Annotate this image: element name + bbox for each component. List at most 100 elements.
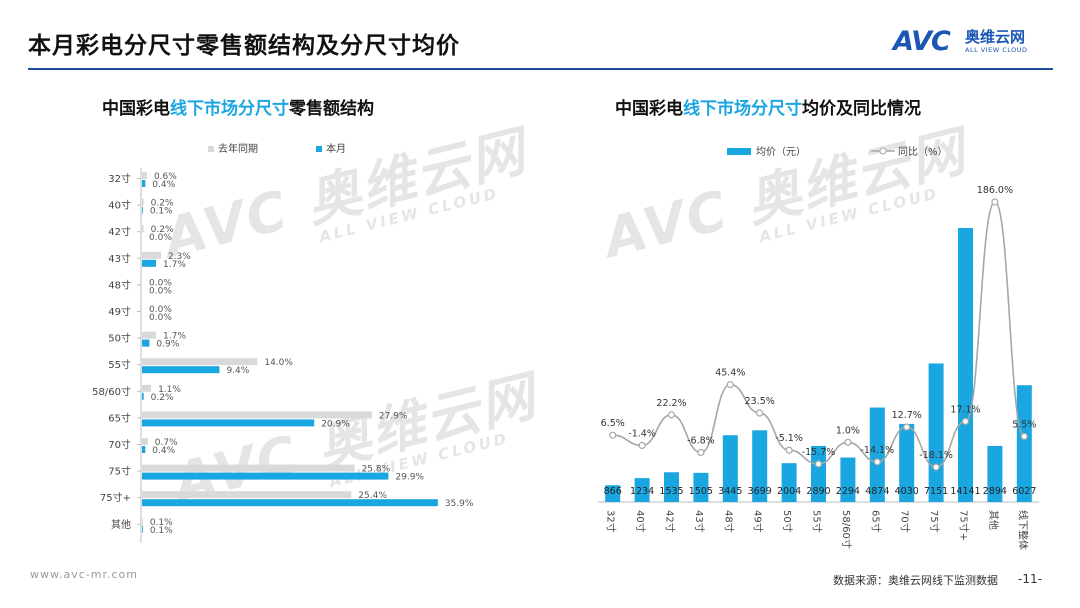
- bar-last-year-label: 0.0%: [149, 305, 172, 315]
- legend-swatch-last-year: [208, 146, 214, 152]
- price-label: 1505: [689, 486, 713, 497]
- legend-swatch-current: [316, 146, 322, 152]
- yoy-marker: [667, 411, 676, 419]
- yoy-marker: [873, 458, 881, 466]
- bar-current: [142, 259, 157, 267]
- price-label: 2294: [836, 486, 860, 497]
- category-label: 49寸: [108, 305, 131, 318]
- right-title-post: 均价及同比情况: [802, 99, 921, 119]
- yoy-label: 17.1%: [950, 404, 980, 415]
- category-label: 48寸: [108, 278, 131, 291]
- watermark-right: AVC 奥维云网 ALL VIEW CLOUD: [595, 107, 976, 283]
- yoy-marker: [609, 431, 617, 439]
- bar-current: [142, 366, 220, 374]
- yoy-marker: [961, 417, 970, 425]
- category-label: 40寸: [634, 510, 647, 533]
- bar-current-label: 9.4%: [226, 366, 249, 376]
- yoy-marker: [814, 460, 823, 468]
- price-label: 2894: [983, 486, 1007, 497]
- price-bar: [987, 445, 1003, 502]
- legend-label-last-year: 去年同期: [218, 142, 258, 155]
- category-label: 49寸: [752, 510, 765, 533]
- category-label: 32寸: [108, 172, 131, 185]
- price-bar: [1016, 385, 1032, 502]
- price-bar: [605, 485, 621, 502]
- yoy-label: -18.1%: [919, 450, 953, 461]
- yoy-marker: [785, 446, 793, 454]
- yoy-label: 186.0%: [977, 185, 1013, 196]
- price-bar: [811, 446, 826, 502]
- bar-current-label: 0.1%: [150, 526, 173, 536]
- bar-last-year: [142, 358, 258, 366]
- bar-current-label: 0.0%: [149, 286, 172, 296]
- category-label: 58/60寸: [840, 510, 853, 549]
- bar-current-label: 0.9%: [156, 340, 179, 350]
- price-label: 866: [604, 486, 622, 497]
- category-label: 32寸: [605, 510, 618, 533]
- category-label: 75寸+: [100, 491, 131, 504]
- price-bar: [664, 472, 679, 502]
- watermark-bottom-mark: AVC: [167, 423, 305, 515]
- avc-logo: AVC 奥维云网 ALL VIEW CLOUD: [893, 24, 1058, 58]
- price-bar: [634, 478, 650, 502]
- yoy-label: 22.2%: [656, 398, 686, 409]
- price-label: 2890: [806, 486, 830, 497]
- category-label: 55寸: [108, 358, 131, 371]
- yoy-marker: [638, 441, 646, 450]
- category-label: 50寸: [781, 510, 794, 533]
- bar-last-year-label: 25.4%: [358, 491, 387, 501]
- logo-en: ALL VIEW CLOUD: [965, 46, 1028, 54]
- yoy-marker: [903, 423, 911, 431]
- bar-current-label: 0.4%: [152, 180, 175, 190]
- yoy-marker: [726, 381, 734, 389]
- price-bar: [928, 363, 944, 502]
- price-label: 4874: [865, 486, 889, 497]
- price-label: 1234: [630, 486, 654, 497]
- yoy-marker: [844, 438, 852, 446]
- bar-last-year-label: 1.1%: [158, 385, 181, 395]
- category-label: 其他: [987, 510, 1000, 530]
- yoy-label: 6.5%: [601, 418, 625, 429]
- bar-current: [142, 339, 150, 347]
- category-label: 其他: [111, 518, 131, 531]
- footer-url: www.avc-mr.com: [30, 568, 138, 581]
- title-rule: [28, 68, 1053, 70]
- category-label: 43寸: [693, 510, 706, 533]
- bar-last-year: [142, 517, 143, 525]
- logo-mark: AVC: [893, 26, 951, 57]
- right-title-pre: 中国彩电: [615, 99, 683, 119]
- page-title: 本月彩电分尺寸零售额结构及分尺寸均价: [28, 33, 460, 59]
- yoy-label: 1.0%: [836, 425, 860, 436]
- page-number: -11-: [1018, 572, 1042, 586]
- yoy-label: 23.5%: [745, 396, 775, 407]
- category-label: 75寸: [108, 465, 131, 478]
- bar-last-year: [142, 251, 161, 259]
- bar-last-year-label: 0.6%: [154, 172, 177, 182]
- watermark-bottom: AVC 奥维云网 ALL VIEW CLOUD: [165, 352, 546, 528]
- category-label: 55寸: [811, 510, 824, 533]
- price-bar: [869, 407, 885, 502]
- left-title-highlight: 线下市场分尺寸: [170, 99, 289, 119]
- price-label: 3445: [718, 486, 742, 497]
- price-label: 14141: [950, 486, 980, 497]
- left-title-pre: 中国彩电: [102, 99, 170, 119]
- bar-current: [142, 180, 146, 187]
- right-title-highlight: 线下市场分尺寸: [683, 99, 802, 119]
- bar-last-year-label: 1.7%: [163, 332, 186, 342]
- price-label: 1535: [659, 486, 683, 497]
- bar-last-year-label: 14.0%: [264, 358, 293, 368]
- yoy-label: -15.7%: [802, 447, 836, 458]
- yoy-marker: [991, 198, 999, 206]
- yoy-label: -14.1%: [860, 445, 894, 456]
- yoy-label: -1.4%: [628, 428, 656, 439]
- bar-current-label: 35.9%: [445, 499, 474, 509]
- bar-last-year: [142, 225, 144, 233]
- bar-last-year: [142, 172, 147, 179]
- yoy-marker: [756, 409, 764, 417]
- right-chart-title: 中国彩电线下市场分尺寸均价及同比情况: [615, 94, 921, 119]
- price-bar: [840, 457, 856, 502]
- yoy-label: 5.5%: [1012, 419, 1036, 430]
- category-label: 75寸+: [958, 510, 971, 541]
